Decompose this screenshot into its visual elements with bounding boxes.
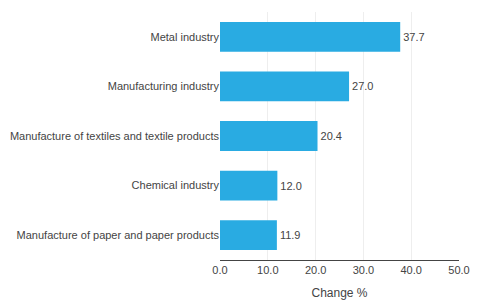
svg-text:30.0: 30.0 [353, 264, 374, 276]
svg-text:40.0: 40.0 [400, 264, 421, 276]
svg-text:27.0: 27.0 [352, 80, 373, 92]
svg-text:37.7: 37.7 [403, 31, 424, 43]
svg-text:Change %: Change % [311, 286, 367, 300]
svg-text:Manufacture of paper and paper: Manufacture of paper and paper products [17, 229, 220, 241]
svg-text:Manufacturing industry: Manufacturing industry [108, 80, 220, 92]
svg-text:0.0: 0.0 [212, 264, 227, 276]
svg-text:Manufacture of textiles and te: Manufacture of textiles and textile prod… [10, 130, 220, 142]
svg-text:Chemical industry: Chemical industry [132, 179, 220, 191]
svg-text:12.0: 12.0 [280, 180, 301, 192]
svg-text:11.9: 11.9 [280, 229, 301, 241]
svg-text:10.0: 10.0 [257, 264, 278, 276]
svg-text:20.4: 20.4 [321, 130, 342, 142]
svg-text:50.0: 50.0 [448, 264, 469, 276]
svg-text:Metal industry: Metal industry [151, 31, 220, 43]
svg-text:20.0: 20.0 [305, 264, 326, 276]
